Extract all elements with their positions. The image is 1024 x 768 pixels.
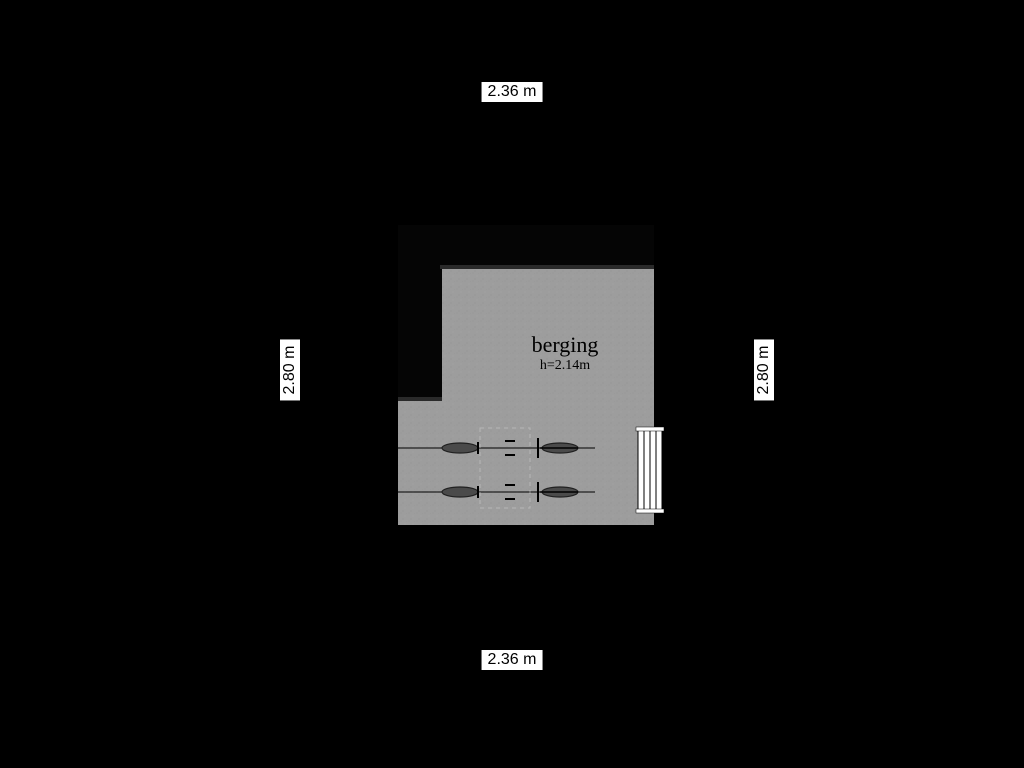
floorplan-stage: 2.36 m 2.36 m 2.80 m 2.80 m [0, 0, 1024, 768]
cabinet-top-shadow [440, 265, 654, 269]
cabinet-top [440, 225, 654, 269]
cabinet-left [398, 225, 442, 401]
door [636, 427, 664, 513]
room-label: berging [480, 332, 650, 358]
room-height-label: h=2.14m [480, 358, 650, 374]
floorplan-svg [0, 0, 1024, 768]
cabinet-left-shadow [398, 397, 442, 401]
room-label-block: berging h=2.14m [480, 332, 650, 374]
